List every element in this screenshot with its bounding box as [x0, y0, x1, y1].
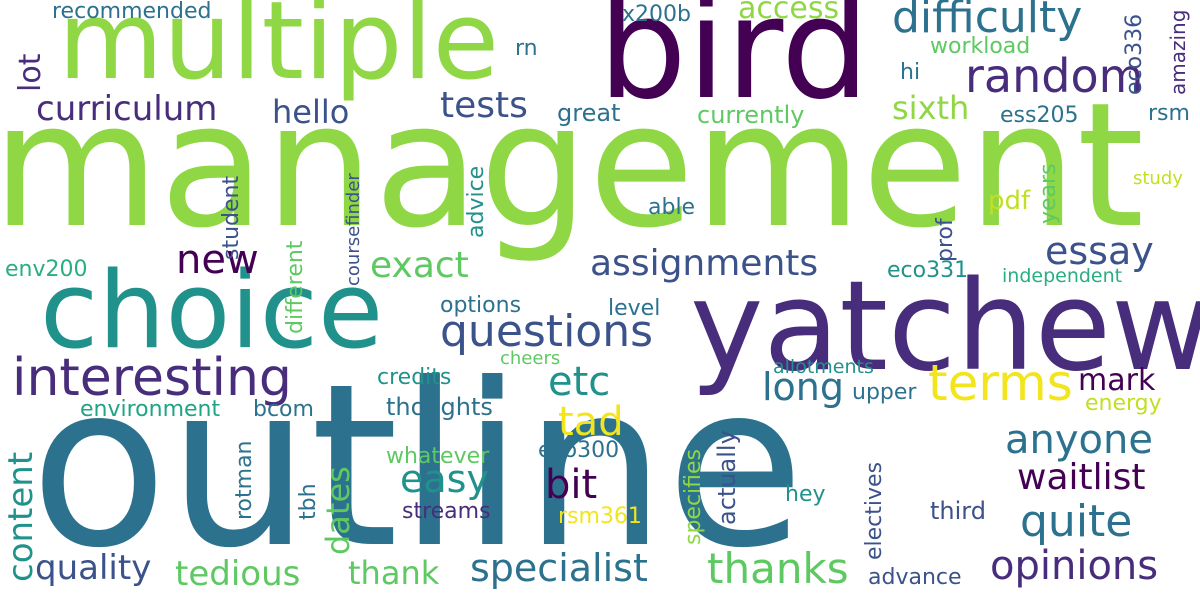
word-rn: rn [515, 36, 538, 61]
word-anyone: anyone [1005, 417, 1153, 463]
word-specifies: specifies [681, 448, 706, 545]
word-environment: environment [80, 397, 221, 422]
word-access: access [738, 0, 840, 26]
word-sixth: sixth [892, 89, 970, 127]
word-lot: lot [13, 53, 48, 92]
word-specialist: specialist [470, 546, 648, 590]
word-different: different [283, 240, 308, 334]
word-waitlist: waitlist [1017, 457, 1146, 498]
word-etc: etc [548, 359, 611, 405]
word-rsm: rsm [1148, 101, 1190, 126]
word-questions: questions [440, 306, 654, 357]
word-env200: env200 [5, 257, 88, 282]
word-long: long [762, 365, 845, 409]
word-eco331: eco331 [887, 258, 969, 283]
word-difficulty: difficulty [892, 0, 1083, 43]
word-bird: bird [598, 0, 870, 131]
word-bit: bit [545, 462, 598, 508]
word-dates: dates [319, 466, 357, 555]
word-great: great [557, 99, 621, 127]
word-choice: choice [40, 249, 384, 372]
word-curriculum: curriculum [36, 89, 218, 129]
word-amazing: amazing [1166, 9, 1190, 95]
word-random: random [965, 49, 1144, 103]
word-ess205: ess205 [1000, 103, 1079, 128]
word-able: able [648, 195, 696, 220]
word-rsm361: rsm361 [558, 504, 642, 529]
word-recommended: recommended [52, 0, 212, 24]
word-thoughts: thoughts [386, 393, 493, 421]
word-student: student [219, 175, 244, 260]
word-years: years [1036, 163, 1061, 224]
word-study: study [1133, 168, 1183, 189]
word-energy: energy [1085, 391, 1162, 416]
word-cheers: cheers [500, 348, 561, 369]
word-tedious: tedious [175, 554, 301, 594]
word-quite: quite [1020, 496, 1133, 547]
word-third: third [930, 497, 986, 525]
word-credits: credits [377, 365, 452, 390]
word-opinions: opinions [990, 543, 1159, 589]
word-eco336: eco336 [1122, 13, 1147, 95]
word-workload: workload [930, 34, 1031, 59]
word-quality: quality [35, 548, 152, 588]
word-pdf: pdf [988, 186, 1031, 216]
word-management: management [0, 65, 1145, 266]
word-advance: advance [868, 565, 962, 590]
word-easy: easy [400, 457, 489, 501]
word-independent: independent [1002, 265, 1123, 287]
word-mark: mark [1078, 363, 1156, 398]
word-yatchew: yatchew [690, 255, 1200, 399]
word-coursefinder: coursefinder [343, 173, 364, 286]
word-outline: outline [30, 336, 805, 598]
word-prof: prof [933, 218, 958, 262]
word-options: options [440, 293, 522, 318]
word-thanks: thanks [707, 544, 849, 593]
word-thank: thank [348, 554, 440, 592]
word-assignments: assignments [590, 243, 819, 284]
word-hello: hello [272, 93, 350, 131]
word-whatever: whatever [386, 444, 490, 469]
word-upper: upper [852, 380, 917, 405]
word-bcom: bcom [253, 397, 314, 422]
word-streams: streams [402, 499, 491, 524]
word-tests: tests [440, 85, 528, 126]
word-level: level [608, 296, 661, 321]
word-hi: hi [900, 60, 921, 85]
word-hey: hey [785, 482, 826, 507]
word-eco300: eco300 [538, 438, 620, 463]
word-tad: tad [558, 399, 624, 445]
word-content: content [1, 451, 41, 582]
word-tbh: tbh [296, 483, 321, 520]
word-exact: exact [370, 245, 469, 286]
word-advice: advice [464, 165, 489, 238]
word-new: new [176, 237, 259, 283]
word-x200b: x200b [622, 2, 691, 27]
word-interesting: interesting [12, 348, 292, 408]
word-multiple: multiple [58, 0, 500, 104]
word-allotments: allotments [773, 356, 874, 378]
word-rotman: rotman [232, 440, 257, 520]
word-essay: essay [1045, 229, 1154, 273]
word-currently: currently [697, 101, 805, 129]
word-actually: actually [713, 430, 741, 525]
word-electives: electives [862, 461, 887, 560]
word-terms: terms [928, 354, 1073, 412]
